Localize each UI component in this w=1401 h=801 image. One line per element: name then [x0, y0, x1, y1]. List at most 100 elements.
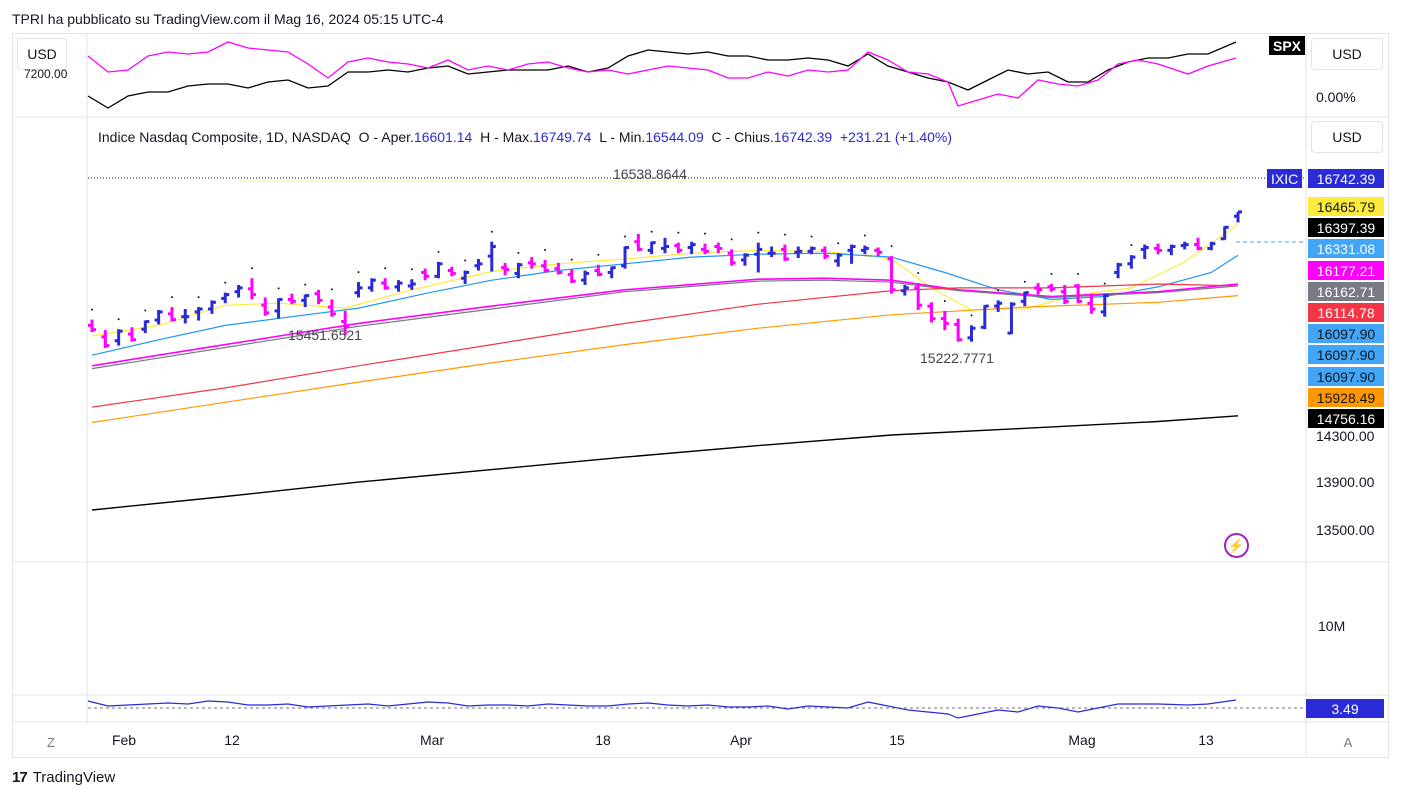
- ohlc-bar: [847, 244, 856, 264]
- ohlc-bar: [914, 283, 923, 310]
- legend-o-label: O - Aper.: [358, 129, 414, 145]
- ohlc-bar: [820, 246, 829, 260]
- ohlc-bar: [647, 241, 656, 255]
- signal-dot: [1023, 280, 1026, 283]
- signal-dot: [544, 248, 547, 251]
- ohlc-bar: [1180, 241, 1189, 250]
- ohlc-bar: [461, 270, 470, 285]
- lightning-icon[interactable]: ⚡: [1224, 533, 1249, 558]
- ohlc-bar: [514, 262, 523, 279]
- ema-line-200: [91, 415, 1239, 511]
- osc-value-label: 3.49: [1306, 699, 1384, 718]
- ohlc-bar: [567, 269, 576, 284]
- signal-dot: [517, 251, 520, 254]
- x-tick-mag: Mag: [1068, 732, 1096, 748]
- price-label: 16465.79: [1308, 197, 1384, 216]
- ohlc-bar: [714, 242, 723, 254]
- ohlc-bar: [141, 320, 150, 334]
- y-tick-2: 13500.00: [1316, 522, 1375, 538]
- price-label: 14756.16: [1308, 409, 1384, 428]
- ohlc-bar: [354, 282, 363, 298]
- price-label: 16177.21: [1308, 261, 1384, 280]
- x-tick-apr: Apr: [730, 732, 752, 748]
- ohlc-bar: [167, 307, 176, 322]
- legend-c-value: 16742.39: [773, 129, 833, 145]
- ohlc-bar: [501, 262, 510, 276]
- footer: 17 TradingView: [12, 769, 115, 786]
- ohlc-bar: [194, 307, 203, 321]
- legend-change: +231.21 (+1.40%): [839, 129, 953, 145]
- symbol-legend: Indice Nasdaq Composite, 1D, NASDAQ O - …: [98, 129, 952, 145]
- signal-dot: [304, 283, 307, 286]
- tradingview-logo-icon: 17: [12, 769, 28, 786]
- signal-dot: [410, 268, 413, 271]
- volume-tick: 10M: [1318, 618, 1346, 634]
- ohlc-bar: [674, 242, 683, 254]
- x-tick-12: 12: [224, 732, 240, 748]
- signal-dot: [357, 271, 360, 274]
- auto-scale-button[interactable]: A: [1343, 734, 1353, 750]
- main-pane-unit[interactable]: USD: [1311, 121, 1383, 153]
- signal-dot: [570, 258, 573, 261]
- ohlc-bar: [221, 292, 230, 304]
- ohlc-bar: [860, 245, 869, 255]
- signal-dot: [117, 318, 120, 321]
- ohlc-bar: [207, 300, 216, 314]
- ohlc-bar: [807, 246, 816, 255]
- signal-dot: [730, 238, 733, 241]
- ohlc-bar: [1100, 293, 1109, 317]
- signal-dot: [224, 281, 227, 284]
- ohlc-bar: [780, 244, 789, 261]
- dots-layer: [91, 230, 1133, 321]
- ohlc-bar: [1194, 237, 1203, 251]
- publish-header: TPRI ha pubblicato su TradingView.com il…: [12, 11, 444, 27]
- top-pane-unit-left[interactable]: USD: [17, 38, 67, 70]
- ohlc-bar: [754, 242, 763, 273]
- ohlc-bar: [1060, 284, 1069, 305]
- ohlc-bar: [767, 246, 776, 258]
- signal-dot: [384, 267, 387, 270]
- ohlc-bar: [634, 234, 643, 252]
- ohlc-bar: [1020, 291, 1029, 307]
- signal-dot: [997, 289, 1000, 292]
- top-pane-unit-right[interactable]: USD: [1311, 38, 1383, 70]
- ohlc-bar: [261, 297, 270, 316]
- annotation-low-1: 15451.6521: [288, 327, 362, 343]
- ohlc-bar: [1207, 241, 1216, 251]
- signal-dot: [650, 230, 653, 233]
- ohlc-bar: [527, 257, 536, 269]
- legend-c-label: C - Chius.: [711, 129, 774, 145]
- top-pane-pct-tick: 0.00%: [1316, 89, 1356, 105]
- chart-frame: [12, 33, 1389, 758]
- ohlc-bar: [554, 262, 563, 275]
- signal-dot: [144, 309, 147, 312]
- ohlc-bar: [1234, 210, 1242, 223]
- ohlc-bar: [994, 300, 1003, 312]
- ohlc-bar: [247, 278, 256, 300]
- spx-symbol-badge: SPX: [1269, 36, 1306, 55]
- x-tick-mar: Mar: [419, 732, 445, 748]
- ohlc-bar: [114, 329, 123, 346]
- ohlc-bar: [154, 309, 163, 325]
- ohlc-bar: [301, 294, 310, 308]
- ohlc-bar: [594, 264, 603, 277]
- ohlc-bar: [581, 270, 590, 285]
- ohlc-bar: [327, 299, 336, 317]
- ohlc-bar: [727, 249, 736, 266]
- signal-dot: [917, 272, 920, 275]
- signal-dot: [1103, 282, 1106, 285]
- ohlc-bar: [980, 304, 989, 330]
- price-label: 16162.71: [1308, 282, 1384, 301]
- price-label: 16397.39: [1308, 218, 1384, 237]
- ohlc-bar: [487, 241, 496, 272]
- signal-dot: [597, 253, 600, 256]
- ohlc-bar: [940, 310, 949, 331]
- signal-dot: [810, 235, 813, 238]
- price-label: 16097.90: [1308, 345, 1384, 364]
- signal-dot: [970, 314, 973, 317]
- zoom-left-button[interactable]: Z: [47, 734, 55, 750]
- ohlc-bar: [1127, 255, 1136, 269]
- y-tick-1: 13900.00: [1316, 474, 1375, 490]
- price-label: 16331.08: [1308, 239, 1384, 258]
